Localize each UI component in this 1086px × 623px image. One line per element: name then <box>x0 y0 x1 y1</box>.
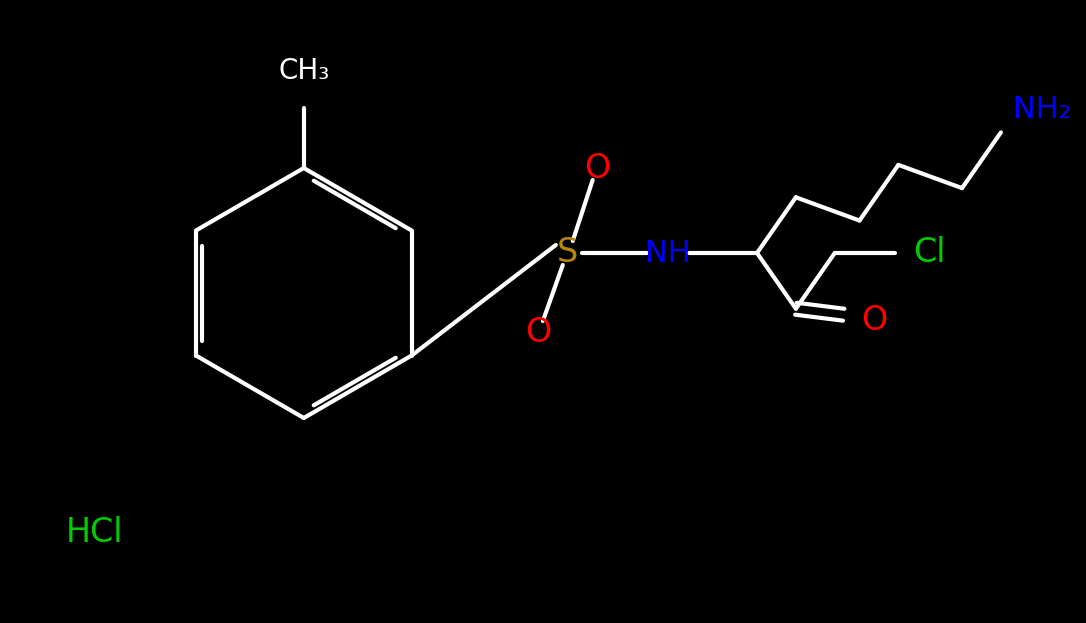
Text: O: O <box>861 304 888 337</box>
Text: HCl: HCl <box>66 516 124 549</box>
Text: NH: NH <box>644 239 691 267</box>
Text: NH₂: NH₂ <box>1013 95 1071 125</box>
Text: CH₃: CH₃ <box>278 57 329 85</box>
Text: O: O <box>525 316 551 350</box>
Text: O: O <box>584 151 610 184</box>
Text: Cl: Cl <box>913 237 946 270</box>
Text: S: S <box>557 237 579 270</box>
